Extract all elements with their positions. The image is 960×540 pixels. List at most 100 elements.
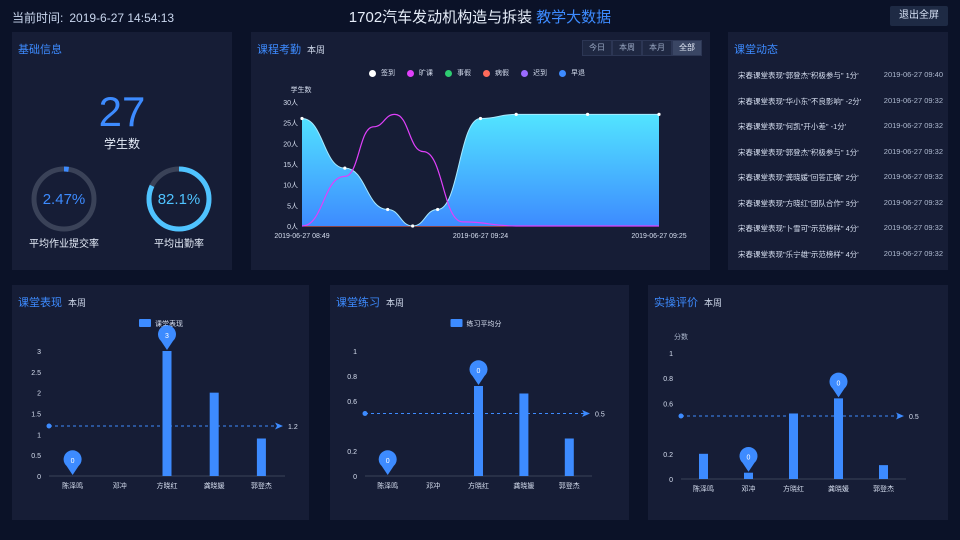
panel-title: 课程考勤 本周	[257, 41, 325, 57]
mark-point-label: 0	[747, 455, 751, 462]
title-highlight: 教学大数据	[536, 9, 612, 26]
news-text: 宋春课堂表现"何凯"开小差" -1分'	[738, 122, 847, 131]
x-tick-label: 郭登杰	[873, 484, 894, 493]
y-tick-label: 1.5	[31, 412, 41, 419]
y-tick-label: 15人	[283, 161, 298, 169]
legend-label: 迟到	[533, 70, 547, 77]
attendance-rate-label: 平均出勤率	[154, 239, 204, 250]
news-time: 2019-06-27 09:32	[883, 197, 943, 207]
mark-line-start	[362, 411, 368, 416]
practice-title: 课堂练习	[336, 297, 380, 309]
x-tick-label: 2019-06-27 09:25	[631, 233, 686, 240]
y-tick-label: 1	[37, 432, 41, 439]
panel-title: 课堂表现 本周	[18, 294, 86, 310]
legend-dot	[559, 69, 566, 77]
tab-today[interactable]: 今日	[582, 40, 612, 56]
x-tick-label: 方晓红	[783, 484, 804, 493]
legend-label: 病假	[495, 70, 509, 77]
news-text: 宋春课堂表现"郭登杰"积极参与" 1分'	[738, 71, 859, 80]
x-tick-label: 郭登杰	[559, 481, 580, 490]
y-tick-label: 25人	[283, 120, 298, 128]
legend-item[interactable]: 签到	[369, 68, 395, 78]
y-tick-label: 10人	[283, 182, 298, 190]
x-tick-label: 陈泽鸣	[62, 481, 83, 490]
bar	[474, 386, 483, 476]
legend-label: 早退	[571, 70, 585, 77]
perf-title: 课堂表现	[18, 297, 62, 309]
series-point-signin	[657, 112, 661, 116]
practical-evaluation-panel: 实操评价 本周 分数 0 0.2 0.6 0.8 1 陈泽鸣 邓冲 方晓红 龚晓媛 郭登杰 0.5 0 0	[648, 285, 948, 520]
series-point-signin	[478, 116, 483, 121]
legend-item[interactable]: 早退	[559, 68, 585, 78]
homework-rate-value: 2.47%	[43, 191, 86, 208]
legend-item[interactable]: 旷课	[407, 68, 433, 78]
mark-line-label: 1.2	[288, 424, 298, 431]
y-tick-label: 30人	[283, 99, 298, 107]
x-tick-label: 陈泽鸣	[377, 481, 398, 490]
y-tick-label: 0.6	[347, 399, 357, 406]
exit-fullscreen-button[interactable]: 退出全屏	[890, 6, 948, 26]
y-tick-label: 3	[37, 349, 41, 356]
y-tick-label: 0.2	[663, 452, 673, 459]
tab-month[interactable]: 本月	[642, 40, 672, 56]
time-range-tabs: 今日 本周 本月 全部	[582, 40, 702, 56]
bar	[256, 438, 266, 476]
class-news-panel: 课堂动态 宋春课堂表现"郭登杰"积极参与" 1分' 2019-06-27 09:4…	[728, 32, 948, 270]
legend-item[interactable]: 病假	[483, 68, 509, 78]
practical-title: 实操评价	[654, 297, 698, 309]
news-item: 宋春课堂表现"龚晓媛"回答正确" 2分' 2019-06-27 09:32	[738, 172, 943, 183]
legend-item[interactable]: 迟到	[521, 68, 547, 78]
mark-point-label: 0	[837, 380, 841, 387]
mark-line-label: 0.5	[595, 412, 605, 419]
x-tick-label: 邓冲	[113, 481, 127, 490]
attendance-subtitle: 本周	[307, 45, 326, 55]
class-practice-panel: 课堂练习 本周 练习平均分 0 0.2 0.6 0.8 1 陈泽鸣 邓冲 方晓红 龚晓媛 郭登杰 0.5…	[330, 285, 629, 520]
news-item: 宋春课堂表现"乐宁雄"示范榜样" 4分' 2019-06-27 09:32	[738, 249, 943, 260]
y-tick-label: 2	[37, 391, 41, 398]
y-tick-label: 2.5	[31, 370, 41, 377]
tab-week[interactable]: 本周	[612, 40, 642, 56]
attendance-rate-gauge: 82.1%	[146, 166, 212, 232]
perf-subtitle: 本周	[68, 298, 87, 308]
legend-dot	[445, 69, 452, 77]
series-point-signin	[514, 112, 518, 116]
header-bar: 当前时间: 2019-6-27 14:54:13 1702汽车发动机构造与拆装 教学…	[0, 0, 960, 32]
y-tick-label: 1	[669, 351, 673, 358]
bar	[834, 398, 843, 479]
mark-line-label: 0.5	[909, 414, 919, 421]
y-tick-label: 0	[353, 474, 357, 481]
y-tick-label: 0.8	[347, 374, 357, 381]
y-tick-label: 0	[669, 477, 673, 484]
series-point-signin	[586, 112, 590, 116]
y-axis-title: 学生数	[291, 85, 312, 94]
y-tick-label: 0	[37, 474, 41, 481]
bar	[744, 472, 753, 479]
news-item: 宋春课堂表现"卜雪可"示范榜样" 4分' 2019-06-27 09:32	[738, 223, 943, 234]
tab-all[interactable]: 全部	[672, 40, 702, 56]
homework-rate-gauge: 2.47%	[31, 166, 97, 232]
x-tick-label: 2019-06-27 08:49	[274, 233, 329, 240]
mark-line-arrow	[275, 422, 283, 430]
legend-dot	[369, 69, 376, 77]
mark-point-label: 0	[477, 368, 481, 375]
y-tick-label: 5人	[287, 202, 298, 210]
x-tick-label: 龚晓媛	[828, 484, 849, 493]
legend-item[interactable]: 事假	[445, 68, 471, 78]
legend-label: 课堂表现	[155, 319, 183, 328]
bar	[162, 351, 172, 476]
time-label: 当前时间:	[12, 11, 64, 25]
series-point-signin	[343, 166, 347, 170]
legend-label: 练习平均分	[467, 319, 502, 328]
x-tick-label: 龚晓媛	[513, 481, 534, 490]
y-tick-label: 1	[353, 349, 357, 356]
time-value: 2019-6-27 14:54:13	[69, 11, 175, 25]
student-count-label: 学生数	[103, 137, 140, 151]
mark-line-arrow	[896, 412, 904, 420]
practice-subtitle: 本周	[386, 298, 405, 308]
x-tick-label: 邓冲	[426, 481, 440, 490]
practice-chart: 练习平均分 0 0.2 0.6 0.8 1 陈泽鸣 邓冲 方晓红 龚晓媛 郭登杰 0.5 0 0	[347, 319, 605, 490]
series-point-signin	[300, 116, 304, 121]
x-tick-label: 郭登杰	[251, 481, 272, 490]
x-tick-label: 2019-06-27 09:24	[453, 233, 508, 240]
x-tick-label: 陈泽鸣	[693, 484, 714, 493]
